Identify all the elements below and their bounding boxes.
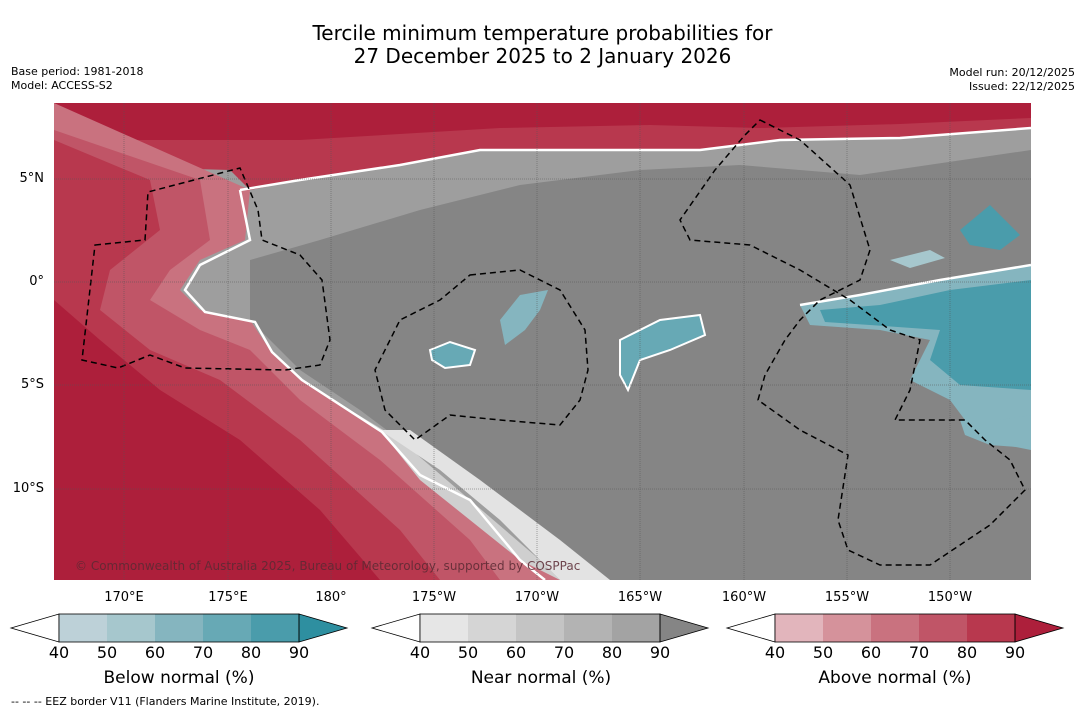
colorbar-below-normal — [9, 613, 349, 643]
colorbar-near-normal — [370, 613, 710, 643]
issued-date: Issued: 22/12/2025 — [968, 80, 1075, 93]
colorbar-segment — [871, 614, 919, 642]
title-line-1: Tercile minimum temperature probabilitie… — [312, 21, 773, 45]
eez-border-west — [81, 167, 331, 371]
lon-label: 175°E — [208, 590, 248, 605]
colorbar-extend-high — [298, 613, 349, 643]
colorbar-above-normal — [725, 613, 1065, 643]
boundary-west-patch — [428, 340, 477, 370]
colorbar-segment — [468, 614, 516, 642]
cb-above-tick: 50 — [812, 643, 834, 662]
map-field — [54, 103, 1031, 580]
cb-near-title: Near normal (%) — [470, 668, 612, 688]
meta-left: Base period: 1981-2018 Model: ACCESS-S2 — [11, 65, 143, 93]
above-normal-north-core — [54, 103, 1031, 140]
colorbar-extend-low — [9, 613, 60, 643]
colorbar-segment — [775, 614, 823, 642]
cb-above-tick: 90 — [1004, 643, 1026, 662]
colorbar-segment — [420, 614, 468, 642]
lon-label: 175°W — [411, 590, 457, 605]
colorbar-segment — [967, 614, 1015, 642]
colorbar-segment — [59, 614, 107, 642]
cb-above-tick: 40 — [764, 643, 786, 662]
lon-label: 160°W — [721, 590, 767, 605]
eez-border-east — [679, 119, 1026, 566]
cb-near-tick: 50 — [457, 643, 479, 662]
below-normal-southeast — [960, 415, 1031, 448]
eez-footnote: -- -- -- EEZ border V11 (Flanders Marine… — [11, 695, 320, 708]
cb-near-tick: 40 — [409, 643, 431, 662]
above-normal-west-core — [54, 300, 380, 580]
gridlines — [54, 103, 1031, 580]
chart-title: Tercile minimum temperature probabilitie… — [0, 22, 1085, 68]
cb-above-tick: 70 — [908, 643, 930, 662]
model-name: Model: ACCESS-S2 — [11, 79, 113, 92]
meta-right: Model run: 20/12/2025 Issued: 22/12/2025 — [949, 66, 1075, 94]
colorbar-segment — [155, 614, 203, 642]
cb-below-tick: 50 — [96, 643, 118, 662]
cb-below-tick: 90 — [288, 643, 310, 662]
eez-borders — [81, 119, 1026, 566]
cb-below-tick: 40 — [48, 643, 70, 662]
copyright-text: © Commonwealth of Australia 2025, Bureau… — [75, 559, 581, 573]
boundary-central — [619, 313, 707, 393]
cb-near-tick: 70 — [553, 643, 575, 662]
cb-below-tick: 70 — [192, 643, 214, 662]
cb-near-tick: 80 — [601, 643, 623, 662]
lon-label: 155°W — [824, 590, 870, 605]
lon-label: 180° — [315, 590, 347, 605]
boundary-west — [183, 189, 546, 580]
lat-label: 5°N — [19, 171, 45, 186]
colorbar-segment — [612, 614, 660, 642]
near-normal-lighter-band — [380, 430, 610, 580]
colorbar-outline — [419, 613, 661, 643]
base-period: Base period: 1981-2018 — [11, 65, 144, 78]
cb-above-title: Above normal (%) — [818, 668, 972, 688]
lon-label: 150°W — [927, 590, 973, 605]
colorbar-segment — [919, 614, 967, 642]
below-normal-mid-patch — [500, 290, 548, 345]
colorbar-segment — [516, 614, 564, 642]
colorbar-extend-low — [370, 613, 421, 643]
cb-above-tick: 60 — [860, 643, 882, 662]
lon-label: 165°W — [617, 590, 663, 605]
colorbar-extend-high — [659, 613, 710, 643]
cb-near-tick: 90 — [649, 643, 671, 662]
cb-below-tick: 80 — [240, 643, 262, 662]
cb-below-tick: 60 — [144, 643, 166, 662]
lon-label: 170°W — [514, 590, 560, 605]
cb-above-tick: 80 — [956, 643, 978, 662]
colorbar-segment — [251, 614, 299, 642]
below-normal-small-patch — [890, 250, 945, 268]
below-normal-northeast — [960, 205, 1020, 250]
lon-label: 170°E — [104, 590, 144, 605]
lat-label: 0° — [29, 274, 44, 289]
colorbar-segment — [203, 614, 251, 642]
lat-label: 5°S — [20, 377, 44, 392]
colorbar-outline — [774, 613, 1016, 643]
boundary-north — [239, 126, 1031, 192]
cb-below-title: Below normal (%) — [103, 668, 255, 688]
lat-label: 10°S — [12, 481, 44, 496]
colorbar-extend-high — [1014, 613, 1065, 643]
below-normal-east-high — [820, 280, 1031, 390]
colorbar-segment — [564, 614, 612, 642]
colorbar-segment — [107, 614, 155, 642]
colorbar-outline — [58, 613, 300, 643]
cb-near-tick: 60 — [505, 643, 527, 662]
colorbar-segment — [823, 614, 871, 642]
below-normal-west-patch — [430, 342, 475, 368]
eez-border-central — [374, 269, 589, 441]
boundary-east — [799, 263, 1031, 307]
title-line-2: 27 December 2025 to 2 January 2026 — [353, 44, 732, 68]
model-run: Model run: 20/12/2025 — [949, 66, 1075, 79]
colorbar-extend-low — [725, 613, 776, 643]
